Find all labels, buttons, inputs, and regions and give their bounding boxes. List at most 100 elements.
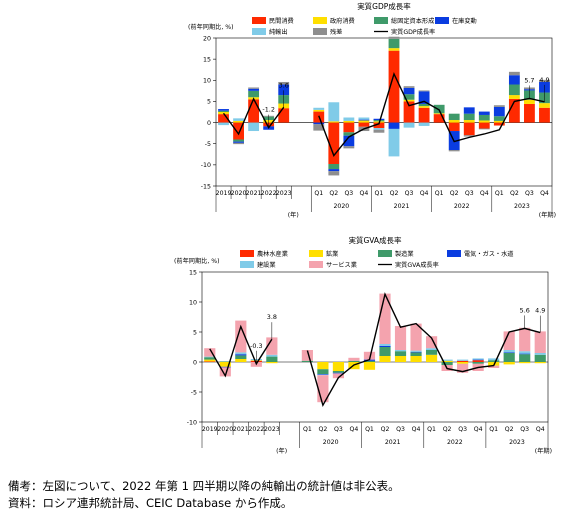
bar-segment (418, 103, 430, 107)
bar-segment (388, 38, 400, 49)
bar-segment (233, 141, 244, 143)
y-tick-label: 10 (203, 78, 211, 85)
legend-item: 在庫変動 (435, 17, 477, 25)
bar-segment (425, 348, 438, 350)
legend-item: 総固定資本形成 (374, 17, 434, 25)
legend-label: 鉱業 (326, 250, 338, 258)
x-tick-label: Q2 (390, 190, 399, 197)
legend-label: 製造業 (395, 250, 414, 258)
bar-segment (358, 119, 370, 121)
bar-segment (379, 356, 391, 362)
x-tick-label: 2019 (216, 190, 232, 197)
bar-segment (358, 120, 370, 123)
bar-segment (503, 352, 515, 353)
x-tick-label: Q1 (427, 426, 436, 433)
bar-segment (233, 122, 244, 140)
legend-item-line: 実質GDP成長率 (374, 28, 435, 36)
chart-title: 実質GVA成長率 (348, 235, 402, 245)
x-tick-label: Q3 (525, 190, 534, 197)
bar-segment (403, 99, 415, 102)
legend-item: 農林水産業 (240, 250, 288, 258)
note-text: 備考：左図について、2022 年第 1 四半期以降の純輸出の統計値は非公表。 (8, 479, 400, 493)
bar-segment (328, 171, 340, 176)
bar-segment (478, 114, 490, 121)
bar-segment (534, 353, 546, 355)
x-group-label: 2020 (323, 439, 339, 446)
bar-segment (488, 358, 500, 361)
bar-segment (418, 107, 430, 123)
bar-segment (519, 362, 531, 364)
bar-segment (418, 90, 430, 92)
bar-segment (403, 86, 415, 88)
bar-segment (348, 360, 360, 362)
bar-segment (358, 122, 370, 127)
x-tick-label: Q4 (350, 426, 359, 433)
bar-segment (478, 111, 490, 115)
legend-swatch (309, 261, 323, 268)
bar-segment (493, 122, 505, 126)
legend-label: 実質GDP成長率 (391, 28, 435, 36)
bar-segment (478, 122, 490, 129)
bar-segment (463, 135, 475, 137)
value-annotation: 4.9 (535, 307, 545, 315)
x-tick-label: Q4 (359, 190, 368, 197)
bar-segment (457, 362, 469, 364)
x-tick-label: Q4 (480, 190, 489, 197)
y-tick-label: -10 (187, 419, 197, 426)
x-tick-label: 2020 (231, 190, 247, 197)
x-unit-quarterly: (年期) (535, 447, 552, 455)
bar-segment (508, 75, 520, 85)
x-tick-label: 2022 (261, 190, 277, 197)
x-tick-label: Q3 (520, 426, 529, 433)
bar-segment (463, 107, 475, 114)
bar-segment (508, 98, 520, 123)
bar-segment (394, 326, 407, 350)
legend-label: 電気・ガス・水道 (464, 250, 514, 258)
bar-segment (493, 120, 505, 123)
bar-segment (233, 142, 244, 145)
legend-label: 農林水産業 (257, 250, 288, 258)
bar-segment (348, 357, 360, 361)
bar-segment (343, 117, 355, 121)
bar-segment (343, 135, 355, 147)
bar-segment (463, 113, 475, 121)
bar-segment (433, 114, 445, 123)
bar-segment (332, 371, 345, 373)
legend-item: 建設業 (240, 261, 276, 269)
bar-segment (266, 356, 278, 362)
bar-segment (478, 120, 490, 123)
x-group-label: 2021 (385, 439, 401, 446)
bar-segment (313, 122, 325, 125)
legend-swatch (252, 17, 266, 24)
bar-segment (403, 122, 415, 128)
value-annotation: 3.6 (279, 81, 289, 89)
bar-segment (358, 117, 370, 120)
growth-line-annual (222, 97, 285, 136)
x-tick-label: Q2 (450, 190, 459, 197)
bar-segment (343, 122, 355, 133)
bar-segment (534, 354, 546, 362)
bar-segment (503, 353, 515, 362)
x-group-label: 2020 (333, 203, 349, 210)
x-tick-label: Q4 (420, 190, 429, 197)
bar-segment (418, 122, 430, 126)
bar-segment (488, 360, 500, 362)
bar-segment (328, 121, 340, 123)
bar-segment (248, 122, 260, 132)
growth-line-quarterly (318, 71, 545, 157)
legend-label: 純輸出 (269, 28, 288, 36)
bar-segment (508, 71, 520, 76)
bar-segment (218, 122, 229, 126)
legend-swatch (252, 28, 266, 35)
value-annotation: -1.2 (262, 106, 274, 114)
bar-segment (266, 337, 278, 355)
bar-segment (235, 355, 247, 359)
legend-label: 残差 (330, 28, 342, 36)
bar-segment (233, 118, 244, 121)
y-tick-label: 0 (207, 120, 211, 127)
x-tick-label: 2021 (246, 190, 262, 197)
bar-segment (425, 350, 438, 355)
bar-segment (204, 361, 216, 362)
